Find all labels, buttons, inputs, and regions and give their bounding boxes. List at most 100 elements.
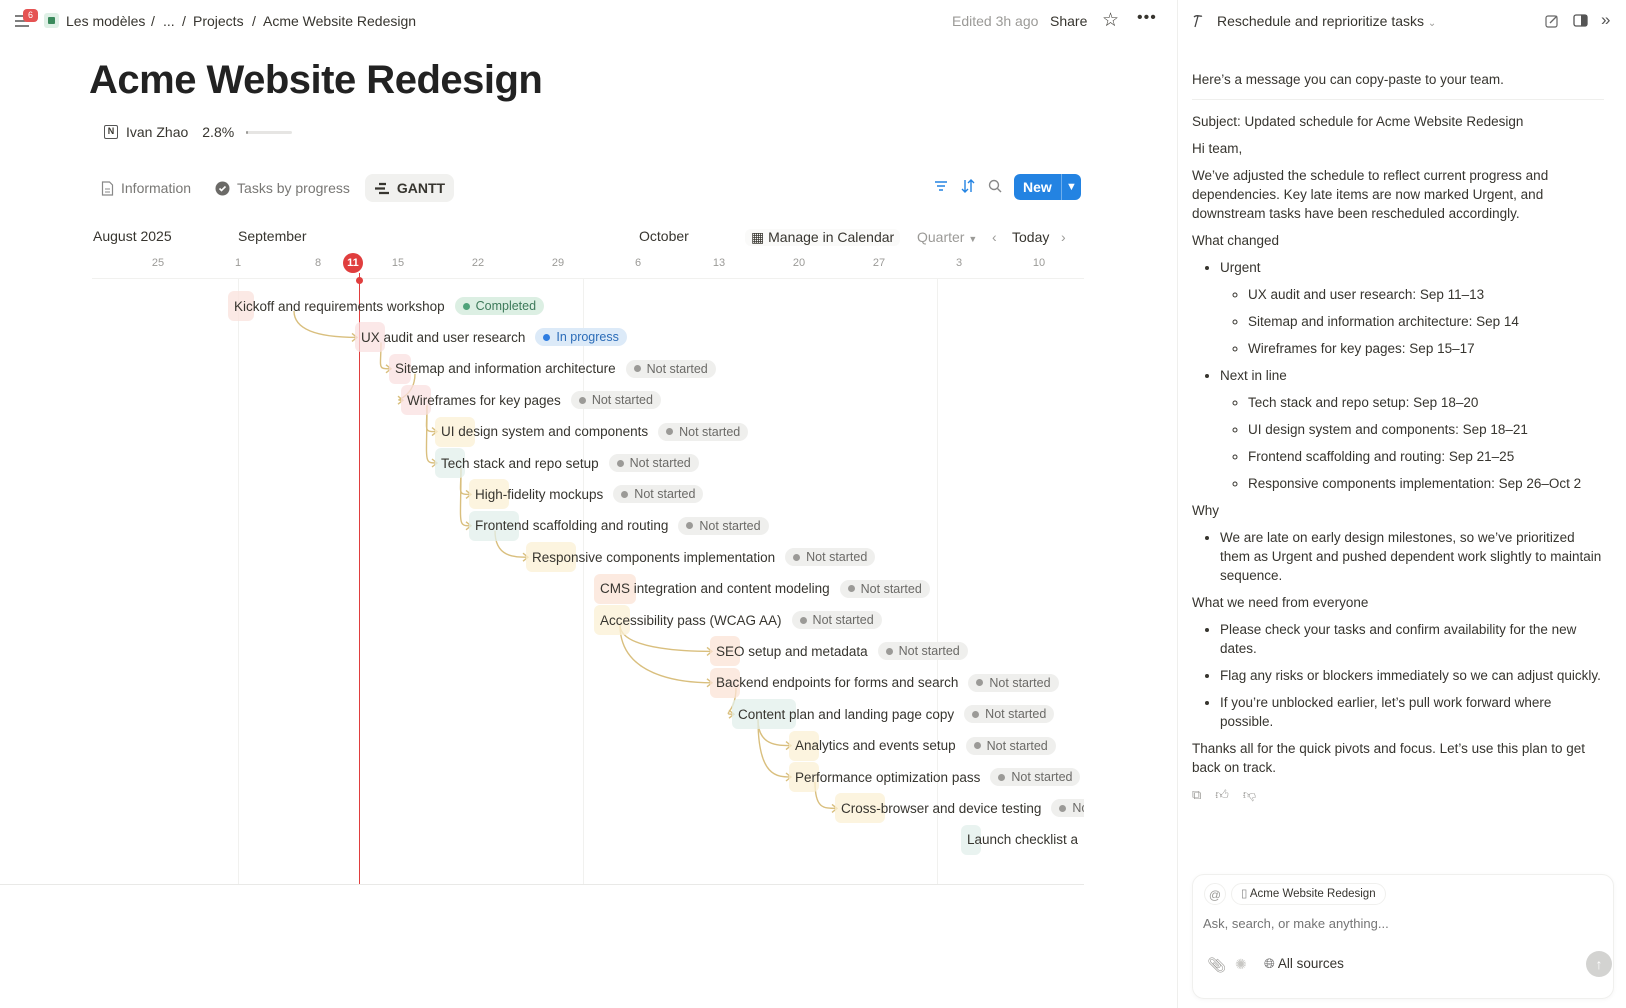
status-dot [972,710,980,718]
tab-tasks-by-progress[interactable]: Tasks by progress [206,174,359,202]
task-bar[interactable] [469,510,519,541]
status-badge: Not started [1051,799,1084,818]
status-dot [462,302,470,310]
task-row[interactable]: Tech stack and repo setup Not started [441,452,699,474]
thumbs-up-icon[interactable]: 👍︎ [1215,787,1229,802]
sort-icon[interactable] [961,179,975,193]
task-bar[interactable] [355,322,385,353]
progress-label: 2.8% [202,124,235,140]
task-row[interactable]: UX audit and user research In progress [361,326,627,348]
new-button[interactable]: New ▼ [1014,174,1081,200]
search-icon[interactable] [988,179,1002,193]
list-item: Wireframes for key pages: Sep 15–17 [1248,339,1604,358]
breadcrumb-current-page[interactable]: Acme Website Redesign [263,13,417,29]
message-actions: ⧉ 👍︎ 👎︎ [1192,785,1604,804]
status-label: Completed [475,299,537,313]
collapse-panel-icon[interactable]: » [1601,10,1611,29]
task-row[interactable]: Wireframes for key pages Not started [407,389,661,411]
model-icon[interactable]: ✺ [1235,956,1247,972]
status-dot [578,396,586,404]
urgent-label: Urgent [1220,260,1261,275]
task-bar[interactable] [710,667,740,698]
view-tabs: Information Tasks by progress GANTT [92,174,455,202]
notification-badge: 6 [23,9,38,22]
filter-icon[interactable] [934,180,948,192]
task-row[interactable]: Accessibility pass (WCAG AA) Not started [600,609,882,631]
task-row[interactable]: Performance optimization pass Not started [795,766,1081,788]
task-bar[interactable] [435,416,475,447]
list-item: Tech stack and repo setup: Sep 18–20 [1248,393,1604,412]
task-bar[interactable] [594,605,630,635]
task-row[interactable]: SEO setup and metadata Not started [716,640,968,662]
thread-title-label: Reschedule and reprioritize tasks [1217,13,1424,29]
assistant-message: Here’s a message you can copy-paste to y… [1192,70,1604,804]
tab-gantt[interactable]: GANTT [364,174,455,202]
breadcrumb-ellipsis[interactable]: ... [163,13,175,29]
copy-icon[interactable]: ⧉ [1192,787,1202,802]
new-chat-icon[interactable] [1545,14,1559,28]
task-bar[interactable] [789,762,819,792]
status-badge: Not started [658,422,749,441]
task-bar[interactable] [710,636,740,667]
breadcrumb-projects[interactable]: Projects [193,13,244,29]
task-row[interactable]: CMS integration and content modeling Not … [600,578,930,600]
sources-button[interactable]: 🌐︎ All sources [1264,956,1344,972]
task-bar[interactable] [526,542,576,573]
status-label: Not started [629,456,691,470]
next-icon[interactable]: › [1061,229,1066,245]
context-chip[interactable]: ▯ Acme Website Redesign [1231,883,1386,905]
task-bar[interactable] [835,793,885,824]
chat-input[interactable] [1203,911,1603,935]
task-row[interactable]: UI design system and components Not start… [441,421,749,443]
more-icon[interactable]: ••• [1137,9,1157,26]
status-dot [621,490,629,498]
today-button[interactable]: Today [1012,229,1050,245]
status-badge: Not started [678,516,769,535]
task-row[interactable]: Launch checklist a [967,829,1084,851]
attachment-icon[interactable]: 📎︎ [1207,957,1227,974]
tab-information[interactable]: Information [92,174,200,202]
status-dot [686,522,694,530]
task-bar[interactable] [228,291,254,321]
notion-icon: N [104,125,118,139]
breadcrumb-les-modeles[interactable]: Les modèles [66,13,146,29]
task-bar[interactable] [435,448,465,478]
status-label: Not started [646,361,708,376]
task-bar[interactable] [389,353,411,384]
panel-layout-icon[interactable] [1573,14,1588,27]
chevron-down-icon[interactable]: ▼ [1060,174,1081,200]
thumbs-down-icon[interactable]: 👎︎ [1242,787,1257,802]
star-icon[interactable]: ☆ [1102,10,1120,31]
status-badge: Not started [968,673,1059,692]
owner-name[interactable]: Ivan Zhao [126,124,189,140]
task-bar[interactable] [469,479,509,510]
manage-in-calendar-button[interactable]: ▦ Manage in Calendar [745,229,901,246]
task-row[interactable]: Content plan and landing page copy Not st… [738,703,1055,725]
status-dot [847,585,855,593]
task-bar[interactable] [401,385,431,416]
status-label: Not started [898,644,960,659]
task-row[interactable]: Backend endpoints for forms and search No… [716,672,1059,694]
status-dot [616,459,624,467]
thread-title[interactable]: Reschedule and reprioritize tasks ⌄ [1217,13,1436,29]
task-row[interactable]: Cross-browser and device testing Not star… [841,797,1084,819]
previous-icon[interactable]: ‹ [992,229,997,245]
task-bar[interactable] [732,699,796,730]
new-button-label[interactable]: New [1023,179,1052,195]
task-row[interactable]: Analytics and events setup Not started [795,735,1056,757]
status-dot [633,365,641,373]
task-row[interactable]: Frontend scaffolding and routing Not star… [475,515,769,537]
breadcrumb-separator: / [151,13,155,29]
task-bar[interactable] [789,730,819,761]
send-button[interactable]: ↑ [1586,951,1612,977]
status-badge: Not started [839,579,930,598]
share-button[interactable]: Share [1050,13,1088,29]
task-row[interactable]: Responsive components implementation Not … [532,546,876,568]
range-select[interactable]: Quarter ▼ [917,229,977,245]
task-row[interactable]: Kickoff and requirements workshop Complet… [234,295,545,317]
task-bar[interactable] [961,824,981,855]
task-bar[interactable] [594,573,636,604]
task-row[interactable]: High-fidelity mockups Not started [475,483,704,505]
mention-icon[interactable]: @ [1204,883,1226,905]
task-row[interactable]: Sitemap and information architecture Not … [395,358,716,380]
